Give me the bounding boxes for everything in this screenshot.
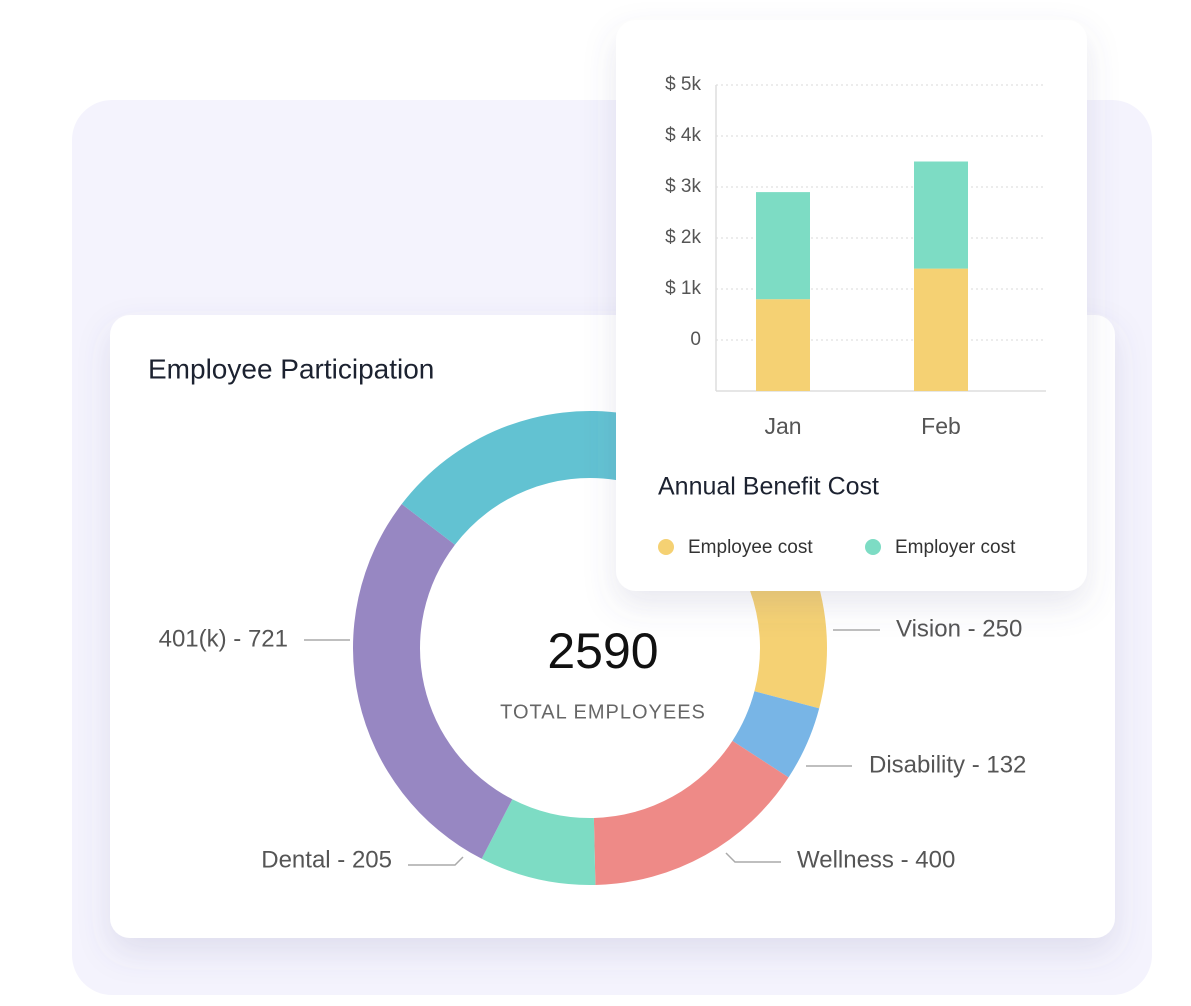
donut-slice: [352, 504, 513, 859]
x-tick-label: Jan: [764, 413, 801, 439]
x-tick-label: Feb: [921, 413, 961, 439]
y-tick-label: $ 4k: [665, 125, 701, 146]
cost-card: [616, 20, 1087, 591]
total-label: TOTAL EMPLOYEES: [500, 701, 706, 723]
bar-segment: [756, 192, 810, 300]
legend-swatch: [865, 539, 881, 555]
y-tick-label: $ 1k: [665, 278, 701, 299]
donut-title: Employee Participation: [148, 353, 434, 384]
donut-slice: [481, 799, 596, 885]
slice-label: Dental - 205: [261, 846, 392, 873]
slice-label: Disability - 132: [869, 751, 1026, 778]
bar-segment: [914, 268, 968, 391]
legend-label: Employer cost: [895, 537, 1016, 558]
legend-label: Employee cost: [688, 537, 813, 558]
donut-slice: [732, 691, 820, 778]
donut-slice: [749, 566, 828, 709]
leader-line: [725, 852, 781, 863]
y-tick-label: $ 5k: [665, 74, 701, 95]
bar-segment: [756, 299, 810, 391]
bar-segment: [914, 161, 968, 269]
legend-swatch: [658, 539, 674, 555]
slice-label: Vision - 250: [896, 615, 1022, 642]
donut-slice: [593, 740, 789, 885]
y-tick-label: $ 3k: [665, 176, 701, 197]
slice-label: Wellness - 400: [797, 846, 955, 873]
y-tick-label: 0: [690, 329, 701, 350]
leader-line: [408, 856, 464, 866]
y-tick-label: $ 2k: [665, 227, 701, 248]
slice-label: 401(k) - 721: [159, 625, 288, 652]
bar-chart: 0 $ 1k $ 2k $ 3k $ 4k $ 5k Jan Feb Employee cost…: [658, 74, 1046, 558]
total-value: 2590: [547, 623, 658, 679]
bar-title: Annual Benefit Cost: [658, 473, 879, 501]
